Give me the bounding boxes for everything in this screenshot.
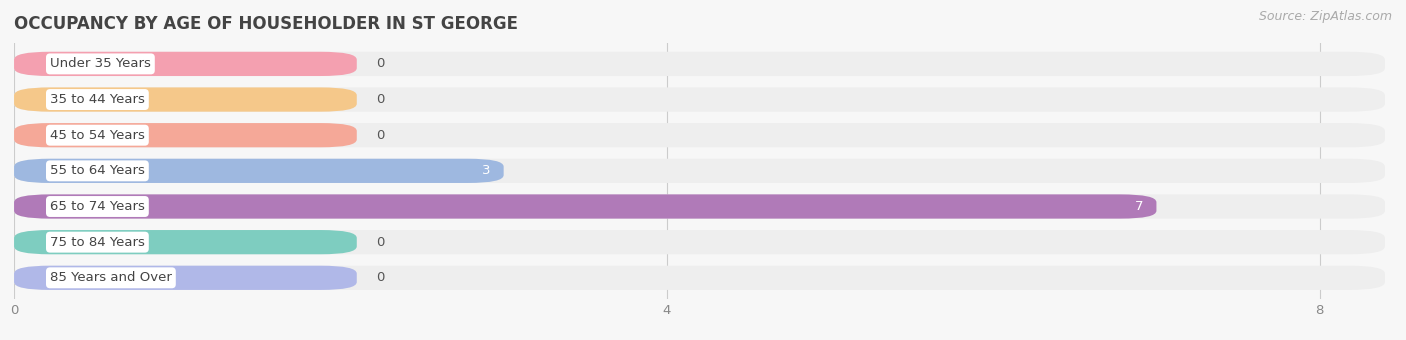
Text: 0: 0 <box>377 57 385 70</box>
Text: 0: 0 <box>377 271 385 284</box>
Text: 75 to 84 Years: 75 to 84 Years <box>51 236 145 249</box>
FancyBboxPatch shape <box>14 123 1385 147</box>
FancyBboxPatch shape <box>14 159 503 183</box>
Text: 55 to 64 Years: 55 to 64 Years <box>51 164 145 177</box>
FancyBboxPatch shape <box>14 230 1385 254</box>
Text: Under 35 Years: Under 35 Years <box>51 57 150 70</box>
FancyBboxPatch shape <box>14 159 1385 183</box>
FancyBboxPatch shape <box>14 87 357 112</box>
FancyBboxPatch shape <box>14 194 1385 219</box>
FancyBboxPatch shape <box>14 266 1385 290</box>
FancyBboxPatch shape <box>14 87 1385 112</box>
FancyBboxPatch shape <box>14 52 357 76</box>
Text: OCCUPANCY BY AGE OF HOUSEHOLDER IN ST GEORGE: OCCUPANCY BY AGE OF HOUSEHOLDER IN ST GE… <box>14 15 517 33</box>
Text: Source: ZipAtlas.com: Source: ZipAtlas.com <box>1258 10 1392 23</box>
Text: 7: 7 <box>1135 200 1143 213</box>
Text: 65 to 74 Years: 65 to 74 Years <box>51 200 145 213</box>
FancyBboxPatch shape <box>14 266 357 290</box>
Text: 0: 0 <box>377 236 385 249</box>
Text: 35 to 44 Years: 35 to 44 Years <box>51 93 145 106</box>
FancyBboxPatch shape <box>14 123 357 147</box>
Text: 85 Years and Over: 85 Years and Over <box>51 271 172 284</box>
Text: 0: 0 <box>377 93 385 106</box>
FancyBboxPatch shape <box>14 194 1156 219</box>
FancyBboxPatch shape <box>14 52 1385 76</box>
Text: 45 to 54 Years: 45 to 54 Years <box>51 129 145 142</box>
FancyBboxPatch shape <box>14 230 357 254</box>
Text: 0: 0 <box>377 129 385 142</box>
Text: 3: 3 <box>482 164 491 177</box>
